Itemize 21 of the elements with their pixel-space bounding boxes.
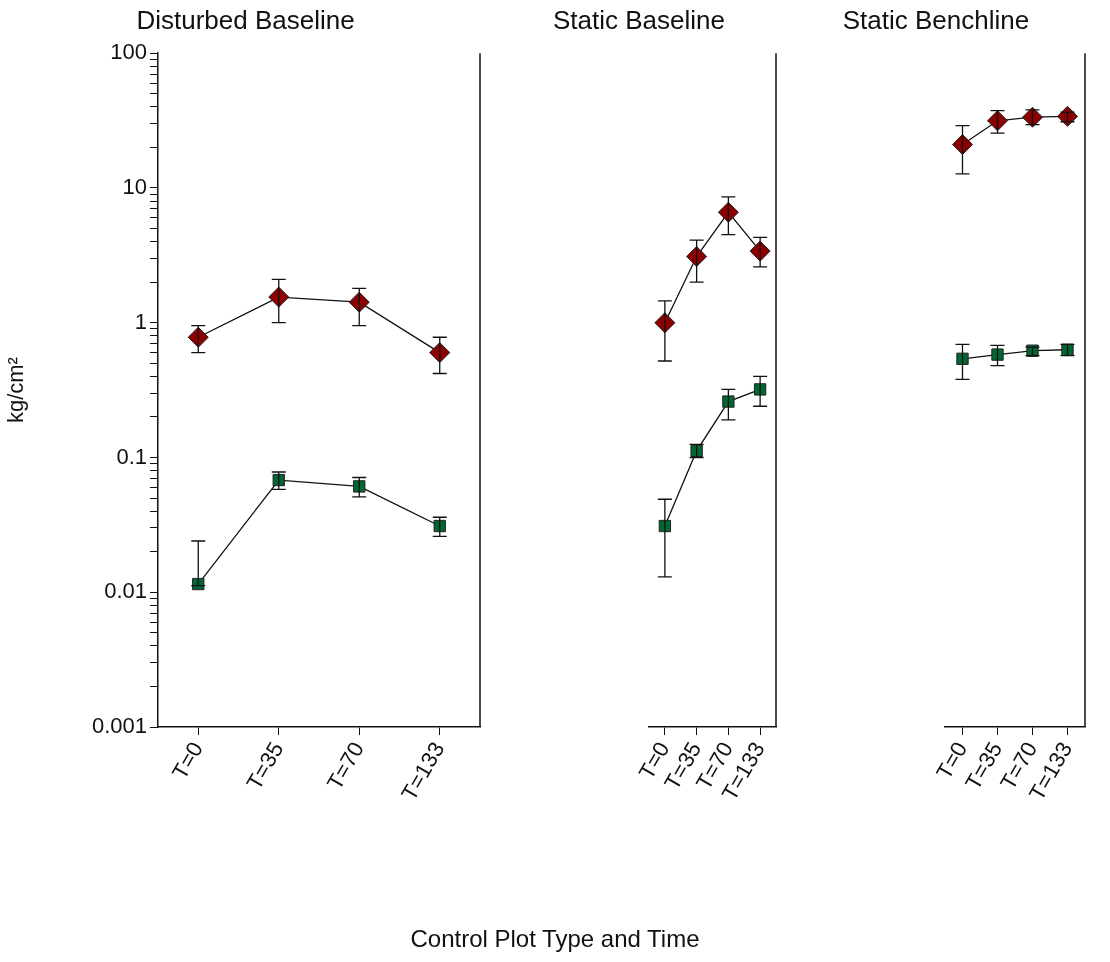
point <box>268 286 290 308</box>
y-tick-label: 0.001 <box>91 713 147 739</box>
point <box>686 246 708 267</box>
chart-title: Disturbed Baseline <box>136 4 355 35</box>
chart-title: Static Baseline <box>553 4 725 35</box>
x-axis-title: Control Plot Type and Time <box>409 925 701 953</box>
point <box>722 395 735 408</box>
y-tick-label: 0.1 <box>116 443 147 469</box>
x-tick-label: T=0 <box>166 737 208 784</box>
y-tick-label: 0.01 <box>104 578 147 604</box>
point <box>433 519 446 533</box>
point <box>429 342 451 364</box>
point <box>187 326 209 348</box>
y-tick-label: 100 <box>110 39 147 65</box>
chart-title: Static Benchline <box>842 4 1030 35</box>
point <box>348 291 370 313</box>
y-axis-title: kg/cm² <box>3 357 29 424</box>
point <box>717 201 739 223</box>
y-tick-label: 1 <box>134 308 147 334</box>
point <box>353 480 366 493</box>
y-tick-label: 10 <box>122 174 147 200</box>
